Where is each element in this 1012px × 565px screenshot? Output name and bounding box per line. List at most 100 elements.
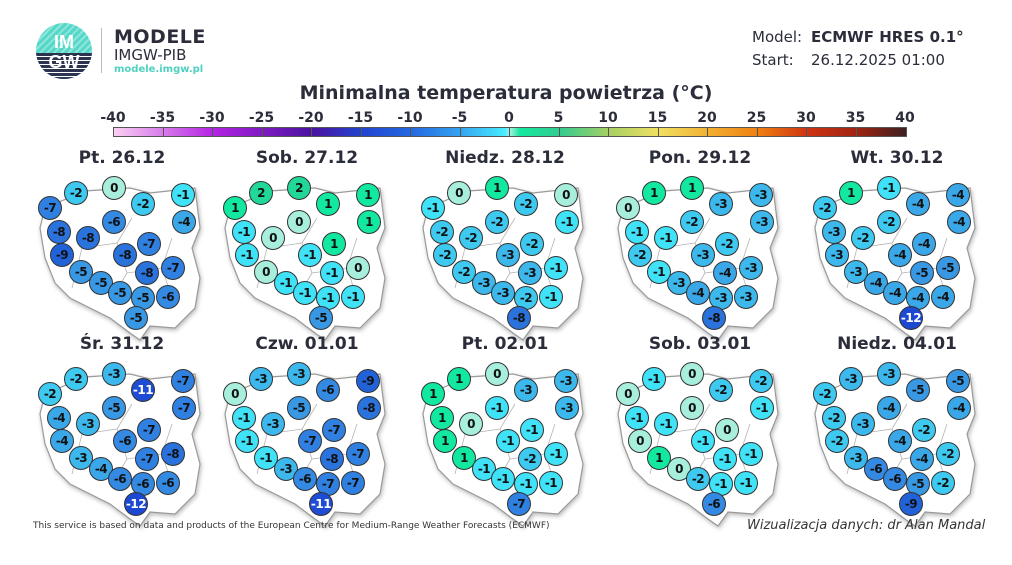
station-temperature: -4	[686, 281, 710, 305]
station-temperature: -1	[539, 471, 563, 495]
color-scale-tick-mark	[608, 128, 609, 136]
color-scale-tick-mark	[657, 128, 659, 136]
imgw-logo: IM GW	[36, 23, 92, 79]
station-temperature: -8	[47, 220, 71, 244]
station-temperature: -6	[108, 467, 132, 491]
station-temperature: 0	[485, 362, 509, 386]
station-temperature: -6	[883, 467, 907, 491]
station-temperature: -1	[232, 406, 256, 430]
station-temperature: -1	[485, 396, 509, 420]
station-temperature: -4	[946, 183, 970, 207]
station-temperature: -9	[50, 243, 74, 267]
station-temperature: -3	[514, 378, 538, 402]
forecast-map: Pt. 02.01 1 1 0 -3 -3 -3 -1 1 0 -1 1 -1 1 -2 -1 -1 -1 -1 -1…	[405, 334, 605, 527]
ecmwf-attribution: This service is based on data and produc…	[33, 521, 550, 531]
station-temperature: -7	[507, 492, 531, 516]
station-temperature: -7	[341, 471, 365, 495]
map-date-title: Śr. 31.12	[79, 334, 165, 354]
station-temperature: -7	[316, 472, 340, 496]
station-temperature: 1	[447, 367, 471, 391]
station-temperature: 1	[839, 181, 863, 205]
station-temperature: 0	[459, 412, 483, 436]
station-temperature: -2	[709, 378, 733, 402]
station-temperature: -1	[647, 260, 671, 284]
station-temperature: -2	[518, 447, 542, 471]
station-temperature: -5	[102, 396, 126, 420]
station-temperature: 0	[447, 181, 471, 205]
station-temperature: 1	[430, 406, 454, 430]
station-temperature: -1	[713, 447, 737, 471]
color-scale-tick-mark	[756, 128, 758, 136]
station-temperature: -6	[316, 378, 340, 402]
color-scale-tick-mark	[509, 128, 510, 136]
station-temperature: -5	[936, 256, 960, 280]
station-temperature: -3	[102, 362, 126, 386]
station-temperature: -1	[171, 183, 195, 207]
color-scale-tick-mark	[558, 128, 560, 136]
station-temperature: -6	[156, 471, 180, 495]
map-date-title: Czw. 01.01	[255, 334, 359, 354]
station-temperature: -1	[235, 429, 259, 453]
logo-text-bottom: GW	[48, 52, 80, 72]
station-temperature: -1	[750, 396, 774, 420]
station-temperature: 1	[647, 446, 671, 470]
station-temperature: -3	[851, 412, 875, 436]
color-scale-tick-mark	[162, 128, 164, 136]
forecast-map: Niedz. 28.12 -1 0 1 -2 0 -1 -2 -2 -2 -2 -2 -3 -2 -3 -1-…	[405, 148, 605, 341]
station-temperature: -1	[421, 196, 445, 220]
station-temperature: -1	[642, 367, 666, 391]
station-temperature: -7	[298, 429, 322, 453]
station-temperature: -1	[341, 285, 365, 309]
station-temperature: -3	[734, 285, 758, 309]
color-scale-tick-label: -10	[397, 110, 423, 126]
forecast-map: Sob. 03.01 0 -1 0 -2 -2 -1 0 -1 -1 0 0 -1 1 -1 -1 0 -2 -1-…	[600, 334, 800, 527]
station-temperature: -8	[113, 243, 137, 267]
station-temperature: -4	[910, 447, 934, 471]
station-temperature: -2	[877, 210, 901, 234]
map-date-title: Niedz. 28.12	[445, 148, 565, 168]
station-temperature: -1	[496, 429, 520, 453]
map-date-title: Pt. 02.01	[461, 334, 549, 354]
station-temperature: -2	[514, 192, 538, 216]
station-temperature: 1	[680, 176, 704, 200]
station-temperature: -2	[433, 243, 457, 267]
station-temperature: -3	[249, 367, 273, 391]
model-value: ECMWF HRES 0.1°	[811, 28, 964, 46]
color-scale-tick-mark	[360, 128, 362, 136]
station-temperature: -3	[825, 243, 849, 267]
station-temperature: -5	[108, 281, 132, 305]
station-temperature: -7	[171, 369, 195, 393]
station-temperature: -5	[69, 260, 93, 284]
station-temperature: -3	[749, 183, 773, 207]
station-temperature: -7	[161, 256, 185, 280]
station-temperature: 1	[356, 183, 380, 207]
station-temperature: -4	[912, 232, 936, 256]
station-temperature: -2	[64, 367, 88, 391]
station-temperature: -4	[713, 261, 737, 285]
station-temperature: -3	[518, 261, 542, 285]
station-temperature: -7	[346, 442, 370, 466]
station-temperature: -1	[293, 281, 317, 305]
station-temperature: -2	[430, 220, 454, 244]
station-temperature: -2	[715, 232, 739, 256]
station-temperature: -2	[749, 369, 773, 393]
station-temperature: -1	[232, 220, 256, 244]
station-temperature: -6	[293, 467, 317, 491]
color-scale-tick-label: -15	[347, 110, 374, 126]
station-temperature: 0	[102, 176, 126, 200]
forecast-map: Wt. 30.12 -2 1 -1 -4 -4 -4 -2 -3 -2 -4 -3 -4 -3 -5 -5 -4…	[797, 148, 997, 341]
color-scale-tick-label: -35	[149, 110, 176, 126]
station-temperature: -5	[124, 306, 148, 330]
station-temperature: -12	[124, 492, 148, 516]
station-temperature: -3	[877, 362, 901, 386]
color-scale-tick-mark	[212, 128, 213, 136]
chart-title: Minimalna temperatura powietrza (°C)	[299, 82, 713, 104]
station-temperature: -11	[309, 492, 333, 516]
station-temperature: -12	[899, 306, 923, 330]
station-temperature: -1	[625, 220, 649, 244]
brand-url[interactable]: modele.imgw.pl	[114, 64, 204, 75]
station-temperature: -8	[135, 261, 159, 285]
station-temperature: -1	[298, 243, 322, 267]
color-scale-tick-mark	[707, 128, 708, 136]
station-temperature: 1	[223, 196, 247, 220]
